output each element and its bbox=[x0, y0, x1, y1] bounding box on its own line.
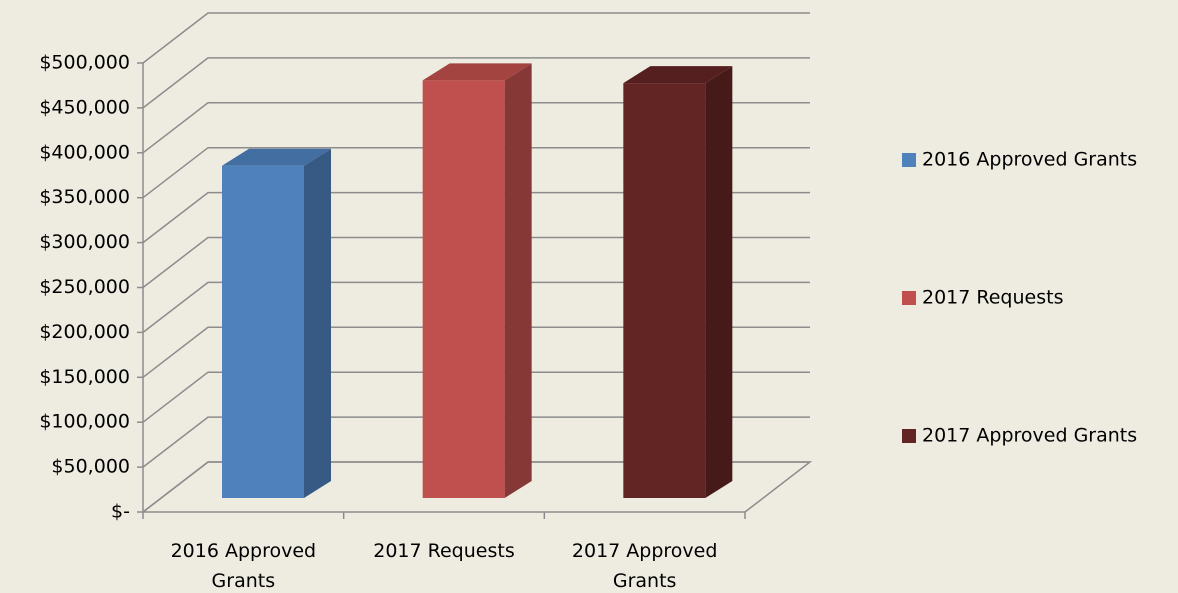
y-tick-label: $50,000 bbox=[51, 456, 130, 478]
bar bbox=[623, 66, 733, 499]
bar-front bbox=[422, 80, 505, 499]
grid-line bbox=[142, 236, 810, 289]
legend-label: 2017 Approved Grants bbox=[922, 425, 1137, 447]
bar-side bbox=[304, 148, 331, 499]
bar-side bbox=[705, 66, 733, 499]
y-tick-label: $200,000 bbox=[39, 321, 130, 343]
x-tick-label: 2017 Requests bbox=[373, 540, 515, 562]
bar bbox=[222, 148, 331, 499]
bar-top bbox=[623, 66, 733, 84]
y-tick-label: $100,000 bbox=[39, 411, 130, 433]
bar-top bbox=[222, 148, 331, 166]
bar-top bbox=[422, 63, 532, 81]
y-tick-label: $350,000 bbox=[39, 186, 130, 208]
grid-line bbox=[142, 102, 810, 154]
legend-swatch bbox=[902, 291, 916, 305]
grid-line bbox=[142, 371, 810, 423]
y-tick-label: $500,000 bbox=[39, 52, 130, 74]
legend-swatch bbox=[902, 429, 916, 443]
bar-front bbox=[623, 83, 706, 499]
bar-front bbox=[222, 165, 304, 499]
legend-label: 2017 Requests bbox=[922, 287, 1063, 309]
grid-line bbox=[142, 461, 810, 513]
grid-line bbox=[142, 416, 810, 468]
grid-line bbox=[142, 326, 810, 378]
y-tick-label: $- bbox=[111, 501, 130, 523]
bar bbox=[422, 63, 532, 499]
y-tick-label: $450,000 bbox=[39, 96, 130, 118]
legend-swatch bbox=[902, 153, 916, 167]
grid-line bbox=[142, 57, 810, 109]
grid-line bbox=[142, 281, 810, 333]
x-tick-label: 2016 Approved Grants bbox=[170, 540, 317, 592]
bar-side bbox=[504, 63, 532, 499]
y-tick-label: $300,000 bbox=[39, 231, 130, 253]
legend-label: 2016 Approved Grants bbox=[922, 149, 1137, 171]
grid-line bbox=[142, 12, 810, 64]
grid-line bbox=[142, 146, 810, 199]
y-tick-label: $150,000 bbox=[39, 366, 130, 388]
y-tick-label: $250,000 bbox=[39, 276, 130, 298]
grid-line bbox=[142, 191, 810, 244]
x-tick-label: 2017 Approved Grants bbox=[571, 540, 718, 592]
y-tick-label: $400,000 bbox=[39, 141, 130, 163]
